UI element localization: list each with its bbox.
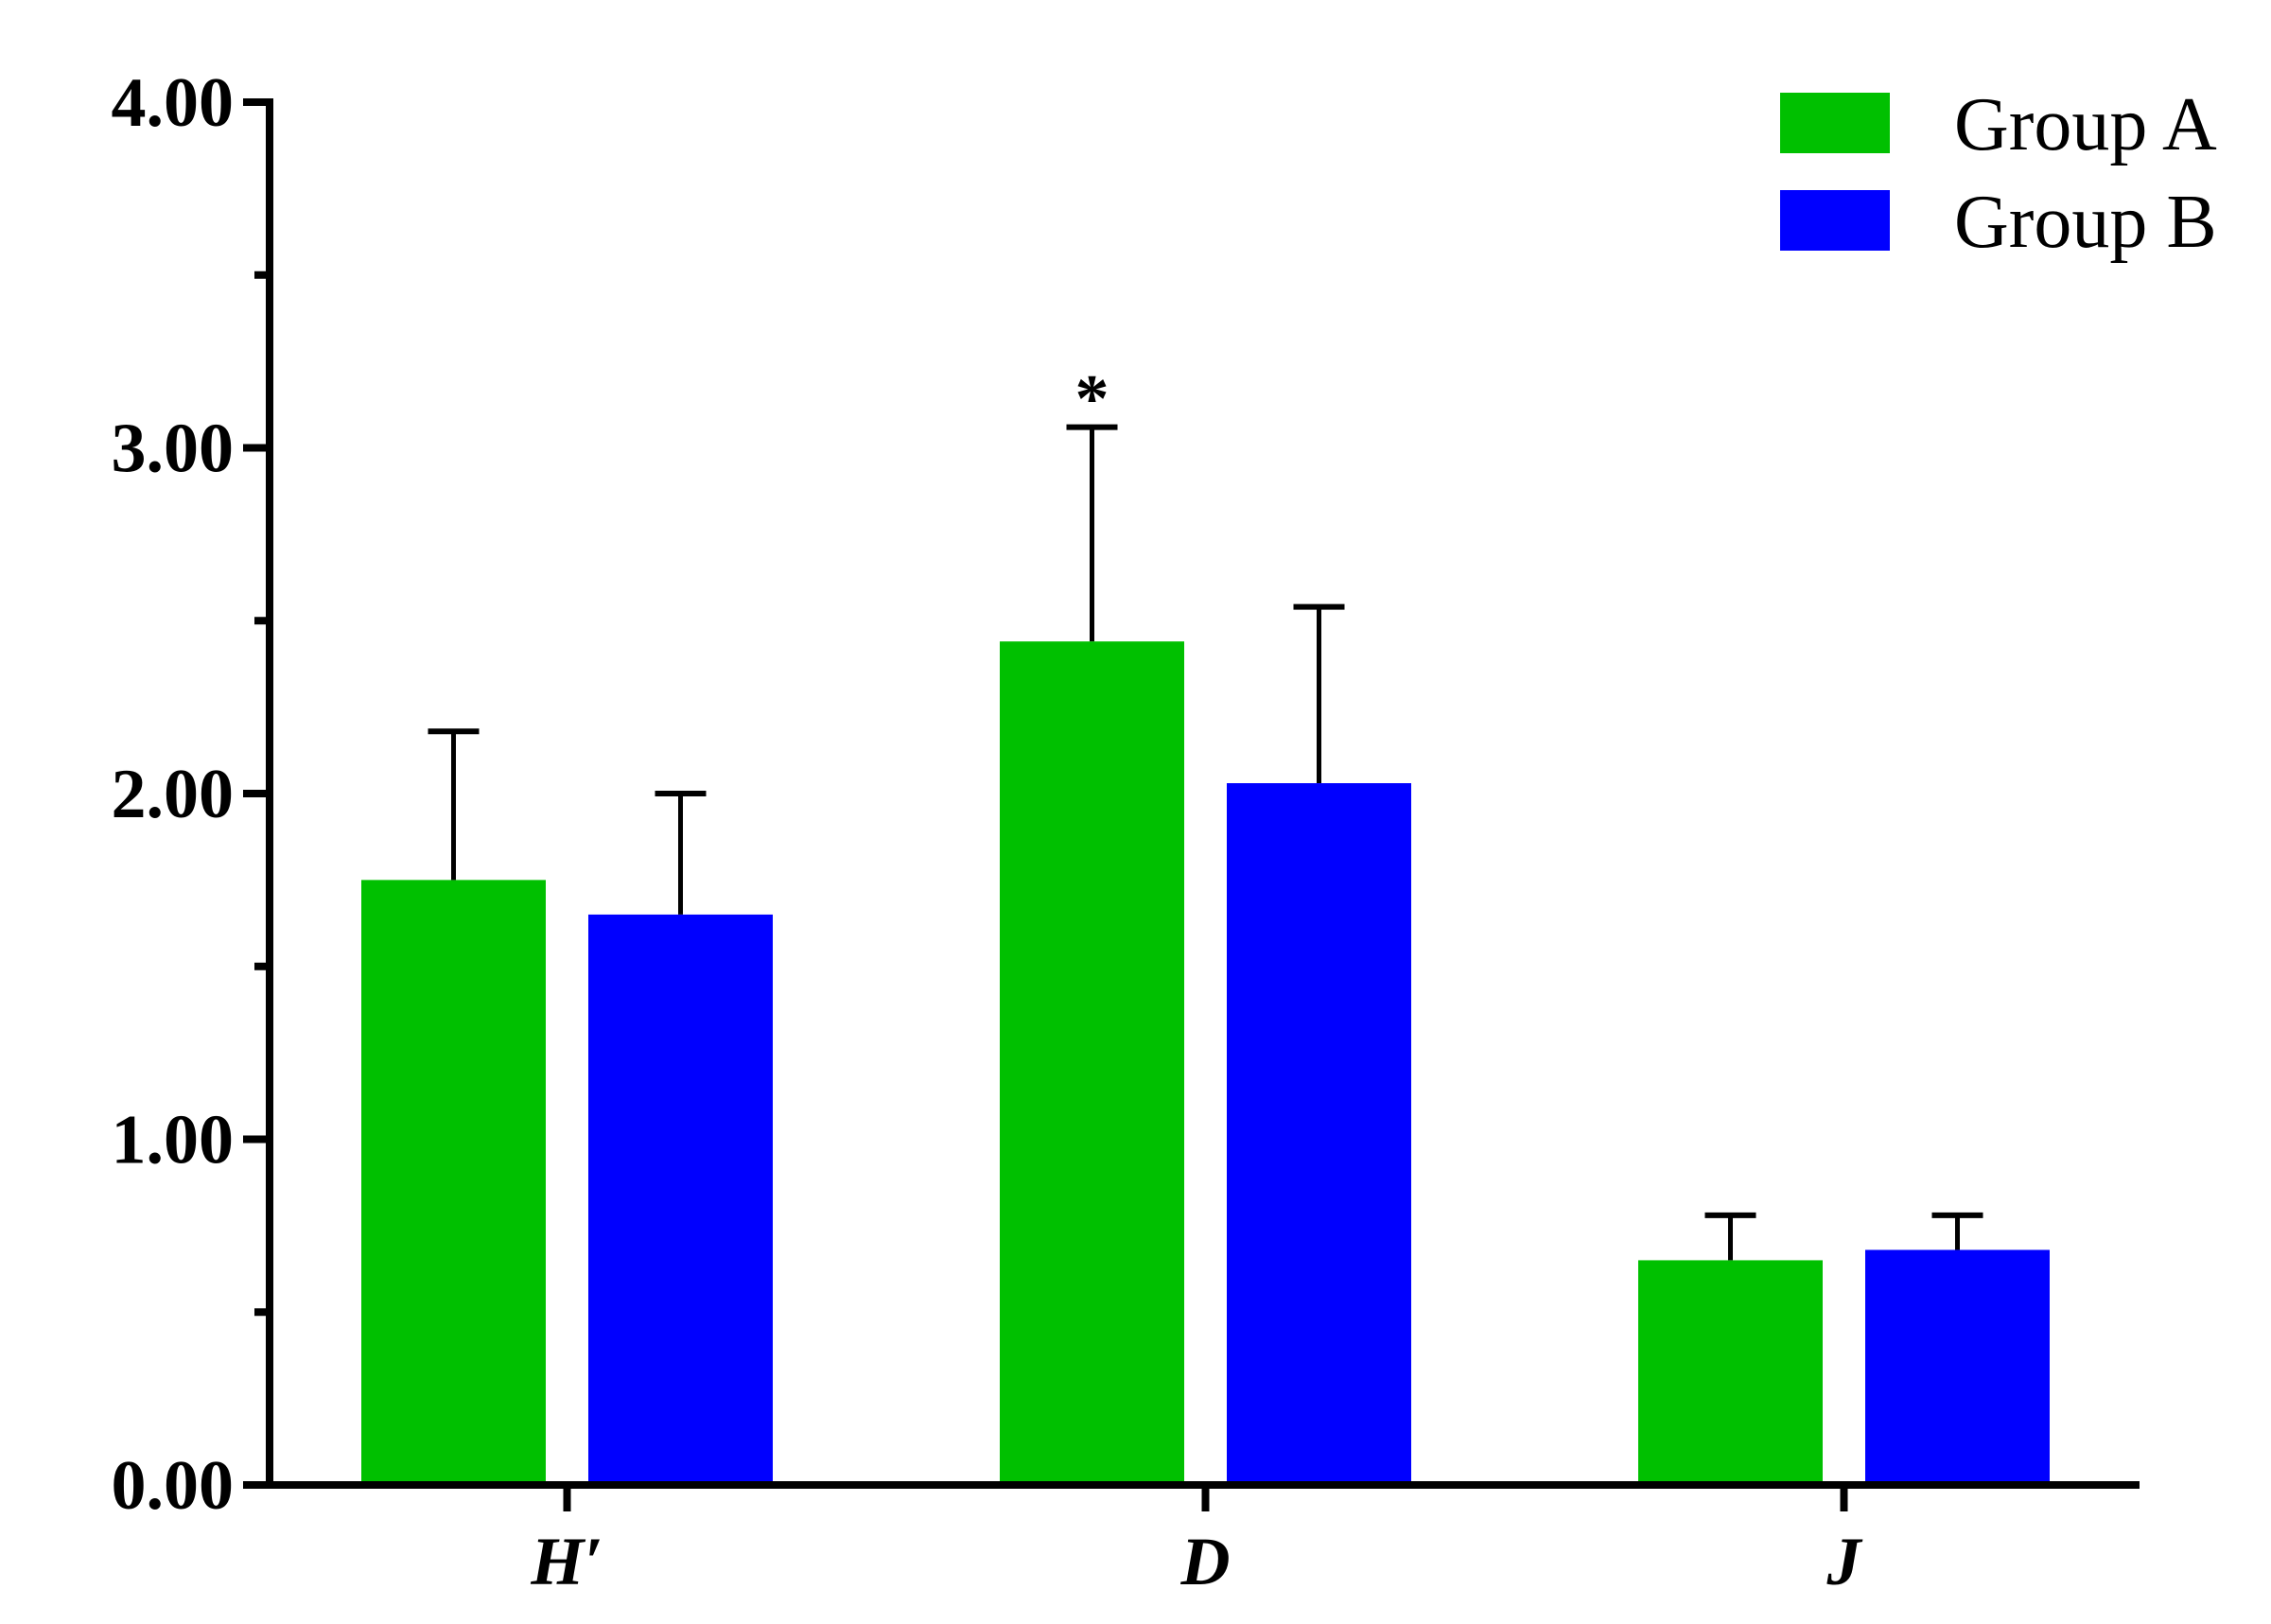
y-ticks-layer: 0.00 1.00 2.00 3.00 4.00 [112, 64, 270, 1525]
legend-label-1: Group B [1954, 181, 2217, 264]
x-tick-label: H′ [530, 1524, 603, 1599]
bar-1-0 [588, 914, 773, 1485]
y-tick-label: 4.00 [112, 64, 235, 142]
axes-layer [266, 98, 2140, 1489]
bar-0-1 [1000, 641, 1184, 1485]
x-tick-label: D [1180, 1524, 1231, 1599]
x-tick-label: J [1826, 1524, 1863, 1599]
y-tick-label: 1.00 [112, 1102, 235, 1179]
bar-0-2 [1638, 1260, 1823, 1485]
bar-1-2 [1865, 1249, 2050, 1485]
significance-mark: * [1075, 361, 1109, 437]
y-tick-label: 0.00 [112, 1447, 235, 1525]
error-bars-layer [428, 424, 1983, 1261]
legend-swatch-0 [1780, 93, 1890, 153]
legend-swatch-1 [1780, 190, 1890, 251]
annotations-layer: * [1075, 361, 1109, 437]
bar-0-0 [361, 880, 546, 1485]
x-ticks-layer: H′ D J [530, 1485, 1863, 1599]
y-tick-label: 3.00 [112, 410, 235, 488]
legend: Group A Group B [1780, 83, 2217, 264]
legend-label-0: Group A [1954, 83, 2217, 166]
bar-1-1 [1227, 783, 1411, 1485]
bars-layer [361, 641, 2050, 1485]
y-tick-label: 2.00 [112, 756, 235, 833]
